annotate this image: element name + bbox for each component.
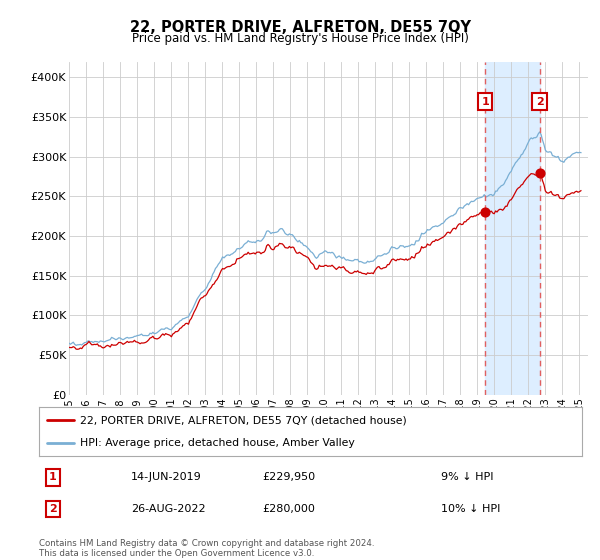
- Text: £280,000: £280,000: [262, 504, 315, 514]
- Point: [481, 208, 490, 217]
- Text: 22, PORTER DRIVE, ALFRETON, DE55 7QY (detached house): 22, PORTER DRIVE, ALFRETON, DE55 7QY (de…: [80, 416, 406, 426]
- Text: 1: 1: [481, 96, 489, 106]
- Text: HPI: Average price, detached house, Amber Valley: HPI: Average price, detached house, Ambe…: [80, 438, 355, 448]
- Text: 14-JUN-2019: 14-JUN-2019: [131, 473, 202, 483]
- Text: 10% ↓ HPI: 10% ↓ HPI: [441, 504, 500, 514]
- Text: 9% ↓ HPI: 9% ↓ HPI: [441, 473, 493, 483]
- Text: Contains HM Land Registry data © Crown copyright and database right 2024.
This d: Contains HM Land Registry data © Crown c…: [39, 539, 374, 558]
- Text: 2: 2: [536, 96, 544, 106]
- Text: 26-AUG-2022: 26-AUG-2022: [131, 504, 206, 514]
- Text: 22, PORTER DRIVE, ALFRETON, DE55 7QY: 22, PORTER DRIVE, ALFRETON, DE55 7QY: [130, 20, 470, 35]
- Point: [535, 168, 544, 177]
- Bar: [485, 62, 539, 395]
- Text: 1: 1: [49, 473, 56, 483]
- Text: 2: 2: [49, 504, 56, 514]
- Text: £229,950: £229,950: [262, 473, 316, 483]
- Text: Price paid vs. HM Land Registry's House Price Index (HPI): Price paid vs. HM Land Registry's House …: [131, 32, 469, 45]
